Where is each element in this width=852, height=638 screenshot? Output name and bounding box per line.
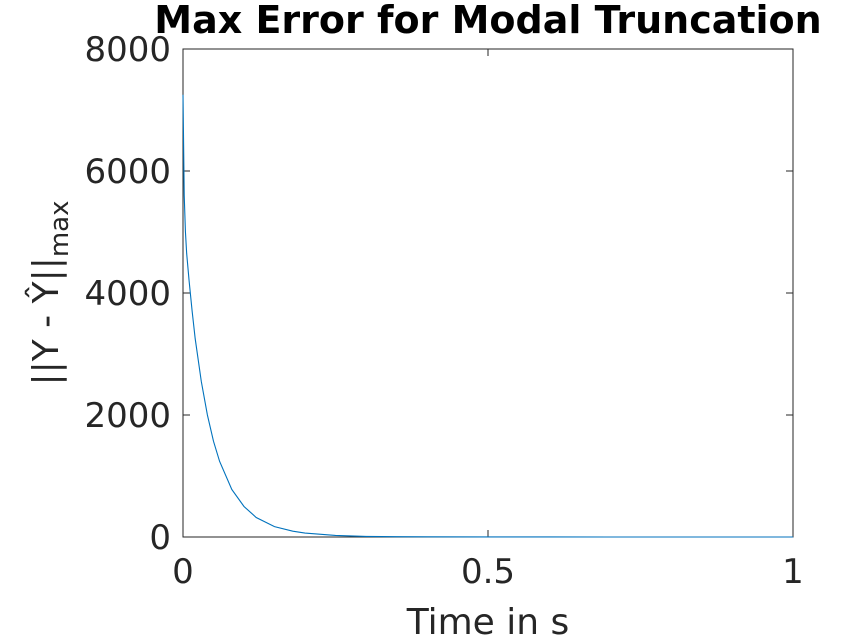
y-tick-label: 0 (149, 518, 171, 558)
series-line (182, 94, 793, 538)
x-tick-label: 1 (782, 552, 804, 592)
y-axis-label-main: ||Y - Ŷ|| (24, 257, 67, 385)
x-axis-label: Time in s (406, 602, 570, 638)
y-axis-label-subscript: max (45, 200, 75, 257)
y-tick-label: 6000 (84, 152, 171, 192)
y-tick-label: 2000 (84, 396, 171, 436)
y-tick-label: 4000 (84, 274, 171, 314)
y-axis-label: ||Y - Ŷ||max (24, 200, 75, 385)
y-axis-ticks: 0 2000 4000 6000 8000 (84, 30, 793, 558)
x-axis-ticks: 0 0.5 1 (172, 49, 804, 592)
x-tick-label: 0.5 (461, 552, 515, 592)
chart-title: Max Error for Modal Truncation (154, 0, 821, 42)
x-tick-label: 0 (172, 552, 194, 592)
y-tick-label: 8000 (84, 30, 171, 70)
plot-area (183, 49, 793, 537)
